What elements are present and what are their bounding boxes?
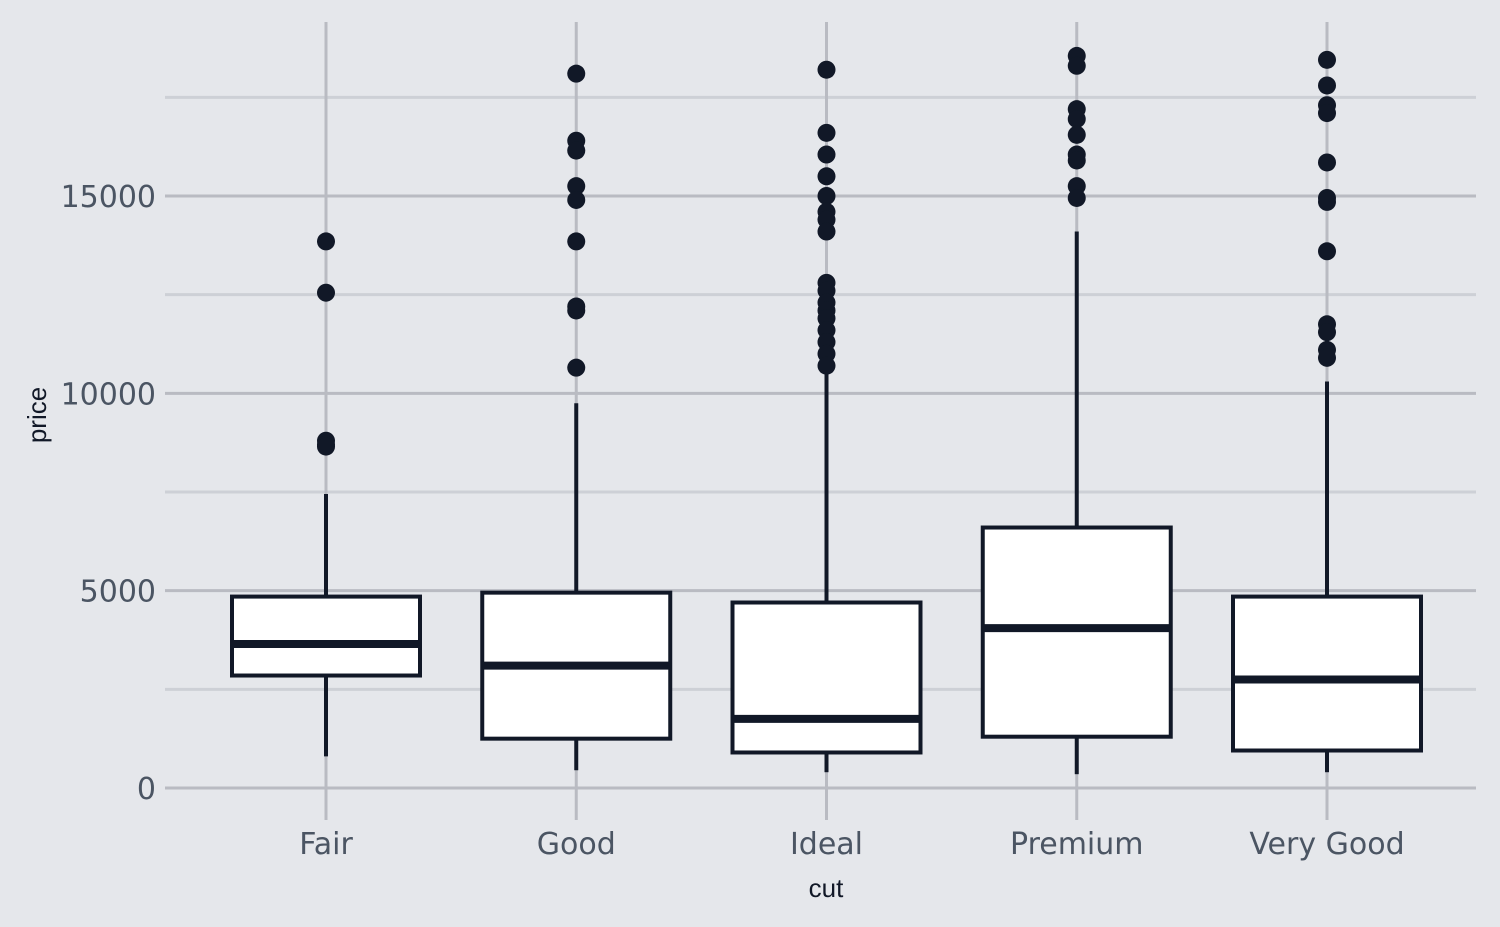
x-tick-label: Fair bbox=[299, 827, 353, 862]
outlier-point bbox=[567, 358, 586, 377]
outlier-point bbox=[567, 232, 586, 251]
outlier-point bbox=[817, 123, 836, 142]
outlier-point bbox=[817, 60, 836, 79]
x-tick-labels: Fair Good Ideal Premium Very Good bbox=[299, 827, 1404, 862]
y-tick-label: 15000 bbox=[61, 180, 156, 215]
outlier-point bbox=[567, 141, 586, 160]
box-ideal bbox=[730, 60, 923, 773]
x-tick-label: Ideal bbox=[790, 827, 863, 862]
box-fair bbox=[230, 232, 422, 757]
outlier-point bbox=[1067, 110, 1086, 129]
outlier-point bbox=[1318, 242, 1336, 261]
outlier-point bbox=[817, 187, 836, 205]
outlier-point bbox=[1318, 76, 1336, 95]
x-tick-label: Very Good bbox=[1249, 827, 1404, 862]
x-tick-label: Good bbox=[537, 827, 616, 862]
boxes-layer bbox=[230, 46, 1423, 775]
outlier-point bbox=[817, 167, 836, 186]
x-axis-title: cut bbox=[809, 873, 844, 903]
x-tick-label: Premium bbox=[1010, 827, 1144, 862]
y-axis-title: price bbox=[22, 387, 52, 443]
box-premium bbox=[980, 46, 1173, 775]
outlier-point bbox=[1067, 125, 1086, 144]
outlier-point bbox=[317, 232, 335, 251]
outlier-point bbox=[817, 145, 836, 164]
y-tick-label: 10000 bbox=[61, 377, 156, 412]
outlier-point bbox=[1318, 50, 1336, 69]
outlier-point bbox=[817, 222, 836, 241]
outlier-point bbox=[567, 190, 586, 209]
box-good bbox=[480, 64, 673, 771]
iqr-box bbox=[230, 594, 422, 678]
iqr-box bbox=[1231, 594, 1423, 753]
y-tick-label: 0 bbox=[137, 772, 156, 807]
y-tick-label: 5000 bbox=[80, 575, 156, 610]
outlier-point bbox=[317, 437, 335, 456]
y-tick-labels: 0 5000 10000 15000 bbox=[61, 180, 156, 807]
outlier-point bbox=[317, 283, 335, 302]
outlier-point bbox=[1318, 348, 1336, 367]
outlier-point bbox=[567, 301, 586, 320]
iqr-box bbox=[730, 600, 923, 755]
outlier-point bbox=[567, 177, 586, 196]
outlier-point bbox=[1318, 323, 1336, 342]
outlier-point bbox=[1318, 192, 1336, 211]
box-very-good bbox=[1231, 50, 1423, 773]
outlier-point bbox=[817, 356, 836, 375]
outlier-point bbox=[1318, 153, 1336, 172]
outlier-point bbox=[1067, 188, 1086, 207]
outlier-point bbox=[1318, 104, 1336, 123]
outlier-point bbox=[1067, 151, 1086, 170]
outlier-point bbox=[1067, 56, 1086, 75]
outlier-point bbox=[567, 64, 586, 83]
